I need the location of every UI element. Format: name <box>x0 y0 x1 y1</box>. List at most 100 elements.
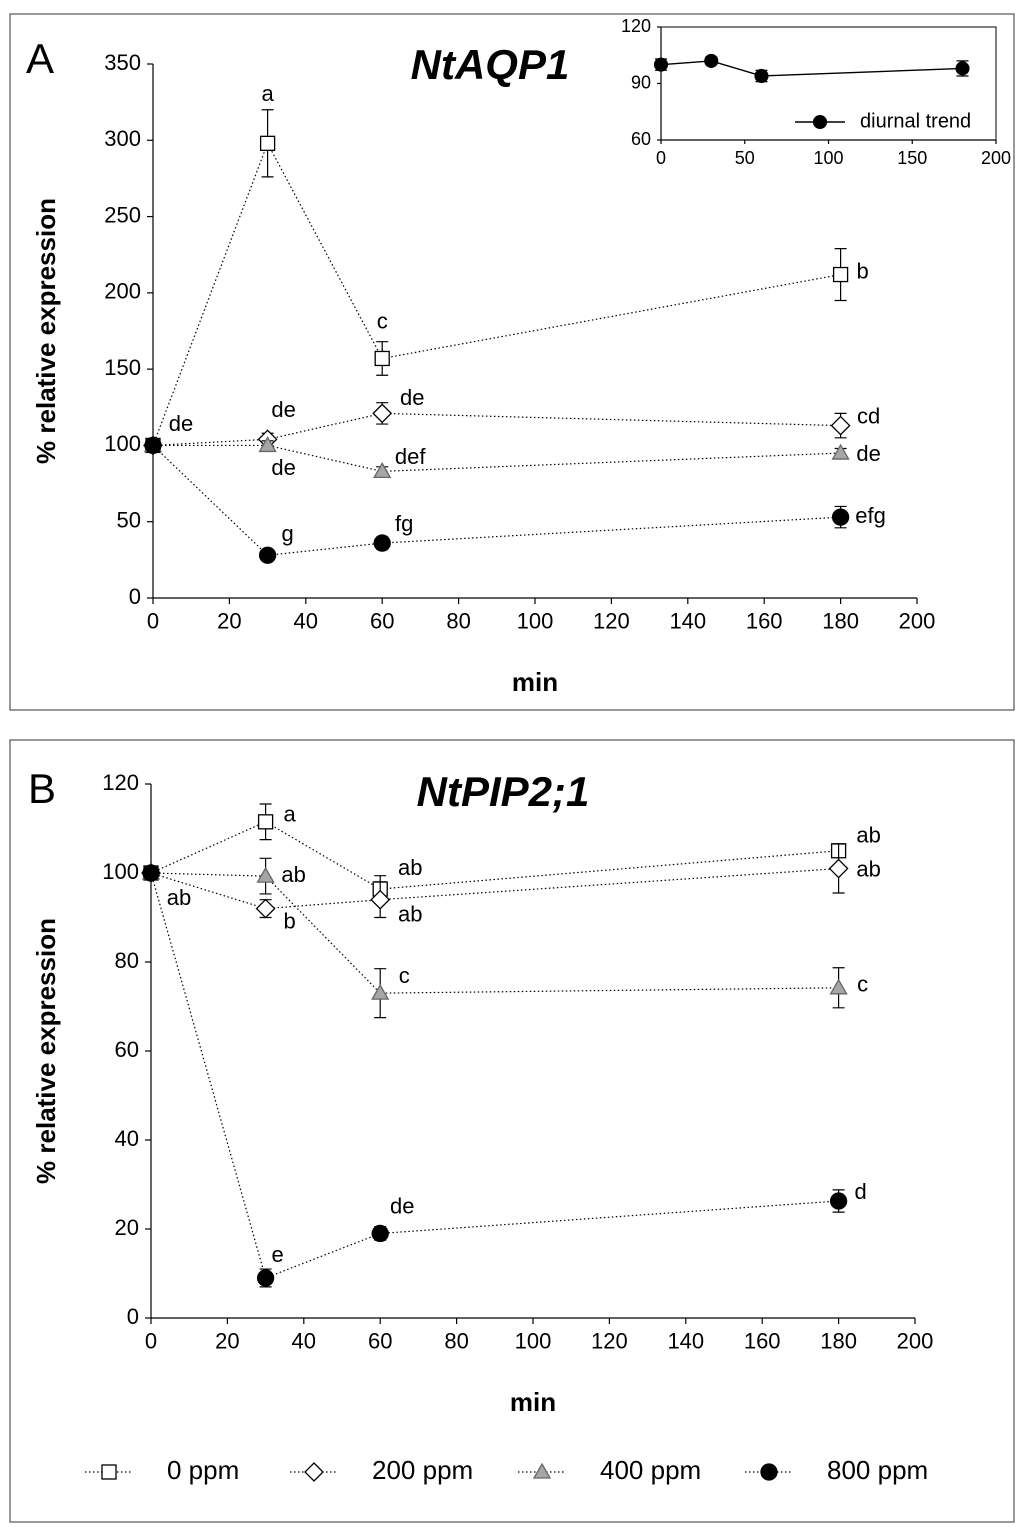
x-tick-label: 60 <box>368 1329 392 1354</box>
y-tick-label: 200 <box>104 279 141 304</box>
marker <box>832 266 849 283</box>
marker <box>760 1463 778 1481</box>
x-axis-label: min <box>510 1387 556 1417</box>
significance-letter: de <box>400 385 424 410</box>
x-tick-label: 20 <box>215 1329 239 1354</box>
y-tick-label: 60 <box>631 129 651 149</box>
marker <box>812 114 828 130</box>
marker <box>371 983 390 1000</box>
x-tick-label: 50 <box>735 148 755 168</box>
significance-letter: de <box>271 455 295 480</box>
significance-letter: c <box>399 963 410 988</box>
y-tick-label: 60 <box>115 1037 139 1062</box>
significance-letter: ab <box>167 885 191 910</box>
marker <box>373 534 391 552</box>
significance-letter: ab <box>856 856 880 881</box>
y-tick-label: 250 <box>104 202 141 227</box>
y-tick-label: 0 <box>129 584 141 609</box>
legend-label: 800 ppm <box>827 1455 928 1485</box>
x-tick-label: 100 <box>515 1329 552 1354</box>
x-tick-label: 140 <box>667 1329 704 1354</box>
x-tick-label: 180 <box>822 609 859 634</box>
marker <box>830 415 851 436</box>
significance-letter: b <box>283 908 295 933</box>
panel-label: A <box>26 35 54 82</box>
marker <box>704 53 719 68</box>
x-tick-label: 40 <box>292 1329 316 1354</box>
marker <box>374 350 390 367</box>
significance-letter: c <box>857 972 868 997</box>
x-tick-label: 60 <box>370 609 394 634</box>
significance-letter: fg <box>395 511 413 536</box>
significance-letter: de <box>169 411 193 436</box>
marker <box>831 508 850 526</box>
marker <box>258 436 277 453</box>
significance-letter: a <box>283 802 296 827</box>
marker <box>371 1224 389 1243</box>
legend-label: 200 ppm <box>372 1455 473 1485</box>
legend-label: diurnal trend <box>860 110 971 132</box>
x-tick-label: 160 <box>746 609 783 634</box>
marker <box>829 978 848 995</box>
marker <box>532 1462 552 1479</box>
x-tick-label: 80 <box>444 1329 468 1354</box>
significance-letter: ab <box>856 823 880 848</box>
marker <box>101 1464 117 1480</box>
marker <box>370 889 391 910</box>
y-tick-label: 90 <box>631 72 651 92</box>
y-tick-label: 100 <box>102 859 139 884</box>
x-tick-label: 160 <box>744 1329 781 1354</box>
series-line <box>152 141 841 446</box>
marker <box>831 443 850 460</box>
y-tick-label: 100 <box>104 431 141 456</box>
significance-letter: def <box>395 444 426 469</box>
significance-letter: de <box>271 397 295 422</box>
x-tick-label: 150 <box>897 148 927 168</box>
y-tick-label: 0 <box>127 1304 139 1329</box>
marker <box>828 858 849 879</box>
marker <box>955 61 970 76</box>
significance-letter: d <box>854 1179 866 1204</box>
significance-letter: ab <box>398 855 422 880</box>
x-tick-label: 0 <box>147 609 159 634</box>
marker <box>144 436 162 455</box>
x-tick-label: 0 <box>656 148 666 168</box>
inset-frame <box>660 26 997 141</box>
marker <box>255 898 276 919</box>
y-tick-label: 120 <box>621 16 651 36</box>
x-tick-label: 0 <box>145 1329 157 1354</box>
marker <box>256 866 275 883</box>
x-tick-label: 180 <box>820 1329 857 1354</box>
marker <box>829 1192 848 1210</box>
series-line <box>152 444 841 556</box>
series-line <box>150 821 839 890</box>
panel-frame <box>9 13 1015 711</box>
significance-letter: de <box>390 1193 414 1218</box>
significance-letter: efg <box>855 503 886 528</box>
significance-letter: e <box>271 1242 283 1267</box>
significance-letter: a <box>261 81 274 106</box>
y-tick-label: 50 <box>117 508 141 533</box>
x-tick-label: 200 <box>981 148 1011 168</box>
marker <box>304 1462 324 1482</box>
significance-letter: g <box>281 521 293 546</box>
y-tick-label: 120 <box>102 770 139 795</box>
y-tick-label: 350 <box>104 50 141 75</box>
series-line <box>153 444 841 472</box>
x-tick-label: 120 <box>593 609 630 634</box>
x-tick-label: 40 <box>294 609 318 634</box>
significance-letter: de <box>856 441 880 466</box>
series-line <box>660 60 963 77</box>
chart-title: NtAQP1 <box>411 41 570 89</box>
x-tick-label: 100 <box>517 609 554 634</box>
y-tick-label: 150 <box>104 355 141 380</box>
series-line <box>152 412 841 447</box>
marker <box>373 462 392 479</box>
series-line <box>150 872 839 994</box>
series-line <box>150 872 839 1279</box>
marker <box>142 864 160 882</box>
significance-letter: ab <box>398 902 422 927</box>
marker <box>257 814 274 830</box>
x-tick-label: 100 <box>813 148 843 168</box>
